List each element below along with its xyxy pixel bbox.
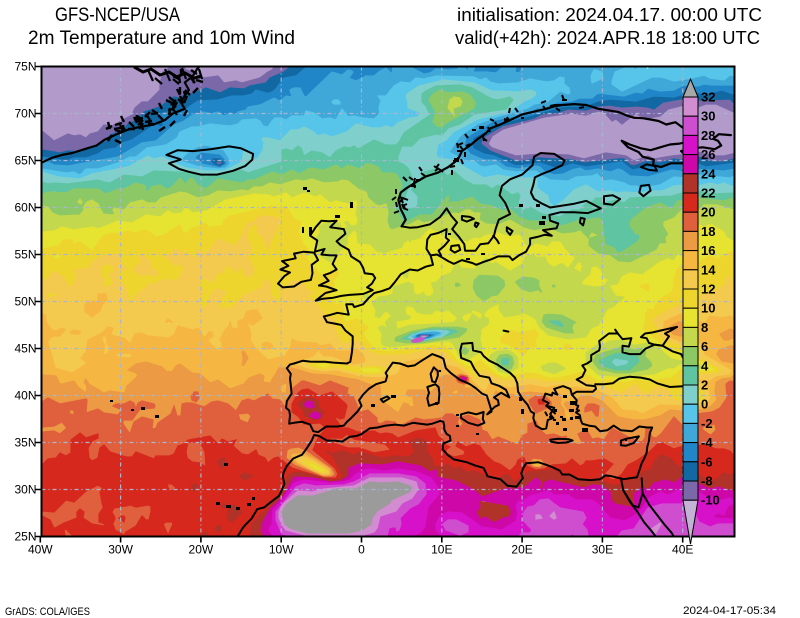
- svg-text:70N: 70N: [14, 107, 36, 121]
- svg-text:GrADS: COLA/IGES: GrADS: COLA/IGES: [5, 606, 90, 618]
- svg-text:initialisation: 2024.04.17. 00: initialisation: 2024.04.17. 00:00 UTC: [457, 5, 762, 25]
- svg-text:40W: 40W: [28, 543, 53, 557]
- svg-text:GFS-NCEP/USA: GFS-NCEP/USA: [55, 5, 180, 26]
- svg-text:30: 30: [701, 109, 715, 124]
- svg-text:8: 8: [701, 320, 708, 335]
- svg-text:-4: -4: [701, 435, 713, 450]
- svg-text:40N: 40N: [14, 389, 36, 403]
- svg-text:30E: 30E: [592, 543, 613, 557]
- svg-text:10W: 10W: [269, 543, 294, 557]
- svg-text:50N: 50N: [14, 295, 36, 309]
- svg-text:30N: 30N: [14, 483, 36, 497]
- svg-text:20W: 20W: [189, 543, 214, 557]
- svg-text:18: 18: [701, 224, 715, 239]
- svg-text:valid(+42h): 2024.APR.18 18:00: valid(+42h): 2024.APR.18 18:00 UTC: [455, 28, 760, 48]
- svg-text:6: 6: [701, 339, 708, 354]
- svg-text:26: 26: [701, 147, 715, 162]
- svg-text:40E: 40E: [672, 543, 693, 557]
- svg-text:2: 2: [701, 378, 708, 393]
- svg-text:20: 20: [701, 205, 715, 220]
- svg-text:0: 0: [701, 397, 708, 412]
- svg-text:10E: 10E: [431, 543, 452, 557]
- svg-text:25N: 25N: [14, 530, 36, 544]
- svg-text:14: 14: [701, 262, 716, 277]
- svg-text:0: 0: [358, 543, 365, 557]
- svg-text:2024-04-17-05:34: 2024-04-17-05:34: [683, 605, 776, 617]
- svg-text:12: 12: [701, 282, 715, 297]
- svg-text:30W: 30W: [108, 543, 133, 557]
- svg-text:28: 28: [701, 128, 715, 143]
- svg-text:45N: 45N: [14, 342, 36, 356]
- svg-text:35N: 35N: [14, 436, 36, 450]
- svg-text:20E: 20E: [511, 543, 532, 557]
- svg-text:-8: -8: [701, 474, 713, 489]
- svg-text:16: 16: [701, 243, 715, 258]
- svg-text:4: 4: [701, 358, 709, 373]
- svg-text:24: 24: [701, 166, 716, 181]
- svg-text:55N: 55N: [14, 248, 36, 262]
- svg-text:-6: -6: [701, 454, 713, 469]
- svg-text:22: 22: [701, 186, 715, 201]
- svg-text:75N: 75N: [14, 60, 36, 74]
- svg-text:10: 10: [701, 301, 715, 316]
- svg-text:-10: -10: [701, 493, 720, 508]
- svg-text:2m Temperature and 10m Wind: 2m Temperature and 10m Wind: [28, 28, 295, 49]
- svg-text:-2: -2: [701, 416, 713, 431]
- svg-text:65N: 65N: [14, 154, 36, 168]
- svg-text:32: 32: [701, 90, 715, 105]
- svg-text:60N: 60N: [14, 201, 36, 215]
